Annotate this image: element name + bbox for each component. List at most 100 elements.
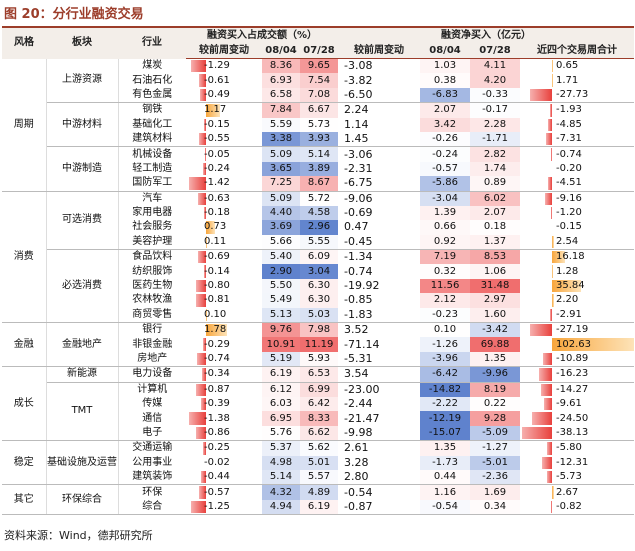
cell-text: 2.97 — [483, 294, 507, 306]
data-bar — [544, 192, 552, 205]
value-cell: 2.54 — [520, 234, 635, 251]
cell-text: -3.42 — [482, 324, 508, 336]
cell-text: 5.19 — [269, 353, 293, 364]
value-cell: -2.31 — [338, 162, 420, 176]
value-cell: 5.14 — [262, 469, 300, 486]
value-cell: 3.52 — [338, 323, 420, 338]
data-bar — [200, 88, 206, 102]
value-cell: -5.31 — [338, 351, 421, 368]
value-cell: 5.40 — [262, 249, 300, 265]
value-cell: -0.15 — [520, 220, 634, 234]
value-cell: 6.02 — [470, 191, 521, 206]
header: 行业 — [118, 26, 186, 59]
data-bar — [551, 206, 552, 220]
cell-text: 计算机 — [137, 383, 168, 395]
cell-text: 4.58 — [307, 207, 331, 219]
industry-cell: 建筑装饰 — [118, 469, 186, 486]
value-cell: -1.25 — [186, 499, 262, 516]
industry-cell: 有色金属 — [118, 87, 186, 104]
value-cell: 4.32 — [262, 484, 300, 500]
row: 其它 环保综合 环保 -0.57 4.32 4.89 -0.54 1.16 1.69 2.67 — [2, 484, 634, 516]
data-bar — [547, 442, 552, 455]
value-cell: 3.65 — [262, 161, 300, 177]
cell-text: 11.19 — [304, 338, 334, 350]
value-cell: -0.80 — [186, 279, 262, 293]
cell-text: 机械设备 — [132, 148, 173, 160]
cell-text: -0.34 — [204, 368, 230, 380]
value-cell: -0.87 — [338, 499, 421, 516]
data-bar — [529, 88, 552, 102]
value-cell: -6.42 — [420, 366, 471, 383]
data-bar — [201, 368, 206, 381]
value-cell: 0.73 — [186, 220, 262, 234]
cell-text: 7.98 — [307, 324, 331, 336]
cell-text: 环保 — [142, 486, 163, 498]
cell-text: -0.14 — [204, 265, 230, 277]
row: 有色金属 -0.49 6.58 7.08 -6.50 -6.83 -0.33 -27.73 — [2, 87, 635, 104]
cell-text: -0.57 — [204, 486, 230, 498]
value-cell: 5.66 — [262, 234, 300, 251]
cell-text: 2.67 — [556, 486, 579, 498]
cell-text: 银行 — [142, 324, 163, 336]
cell-text: 4.98 — [269, 456, 293, 468]
row: 房地产 -0.74 5.19 5.93 -5.31 -3.96 1.35 -10.89 — [2, 351, 635, 368]
cell-text: -0.69 — [204, 251, 230, 263]
data-bar — [206, 324, 228, 337]
value-cell: -1.71 — [470, 131, 521, 148]
cell-text: -0.29 — [204, 338, 230, 350]
value-cell: 5.49 — [262, 293, 300, 308]
row: 建筑材料 -0.55 3.38 3.93 1.45 -0.26 -1.71 -7.31 — [2, 131, 635, 148]
value-cell: 5.14 — [300, 146, 339, 162]
cell-text: 16.18 — [556, 251, 585, 263]
style-cell: 其它 — [2, 484, 47, 516]
cell-text: 8.53 — [483, 251, 507, 263]
cell-text: -0.74 — [204, 353, 230, 364]
cell-text: 建筑装饰 — [132, 471, 173, 483]
cell-text: -5.73 — [556, 471, 582, 483]
value-cell: 7.98 — [300, 322, 339, 338]
data-bar — [199, 132, 206, 146]
cell-text: 0.44 — [433, 471, 457, 483]
cell-text: -4.51 — [556, 177, 582, 189]
data-bar — [200, 470, 206, 484]
value-cell: 31.48 — [470, 278, 521, 294]
industry-cell: 计算机 — [118, 382, 186, 397]
value-cell: -0.24 — [420, 146, 471, 162]
value-cell: -38.13 — [520, 425, 635, 442]
row: 医药生物 -0.80 5.50 6.30 -19.92 11.56 31.48 35.84 — [2, 278, 634, 294]
value-cell: 3.69 — [262, 220, 300, 235]
cell-text: -24.50 — [556, 412, 589, 424]
value-cell: -14.27 — [520, 382, 634, 397]
cell-text: 0.22 — [483, 398, 507, 410]
cell-text: 6.67 — [307, 104, 331, 116]
value-cell: -0.17 — [470, 102, 521, 118]
cell-text: -0.86 — [204, 426, 230, 438]
industry-cell: 电子 — [118, 425, 186, 442]
cell-text: 5.40 — [269, 251, 293, 263]
value-cell: 6.95 — [262, 411, 300, 426]
value-cell: 5.09 — [262, 191, 300, 206]
value-cell: 5.50 — [262, 278, 300, 294]
cell-text: 5.62 — [307, 442, 331, 454]
value-cell: -0.82 — [520, 499, 635, 516]
cell-text: -27.73 — [556, 88, 589, 100]
cell-text: -12.31 — [556, 456, 589, 468]
cell-text: 1.37 — [483, 235, 507, 247]
cell-text: -1.26 — [432, 338, 458, 350]
value-cell: 5.62 — [300, 440, 339, 456]
value-cell: -4.85 — [520, 118, 634, 132]
cell-text: 5.50 — [269, 280, 293, 292]
cell-text: -71.14 — [344, 337, 380, 351]
cell-text: 3.93 — [307, 133, 331, 145]
data-bar — [543, 352, 552, 366]
cell-text: 5.66 — [269, 235, 293, 247]
style-cell: 成长 — [2, 366, 47, 442]
cell-text: 0.38 — [433, 74, 457, 86]
cell-text: 0.34 — [483, 500, 507, 512]
row: 中游制造 机械设备 -0.05 5.09 5.14 -3.06 -0.24 2.82 -0.74 — [2, 146, 634, 192]
value-cell: 0.92 — [420, 234, 471, 251]
sub-header: 08/04 — [420, 43, 471, 59]
value-cell: -12.19 — [420, 411, 471, 426]
value-cell: 5.37 — [262, 440, 300, 456]
value-cell: 1.69 — [470, 484, 521, 500]
